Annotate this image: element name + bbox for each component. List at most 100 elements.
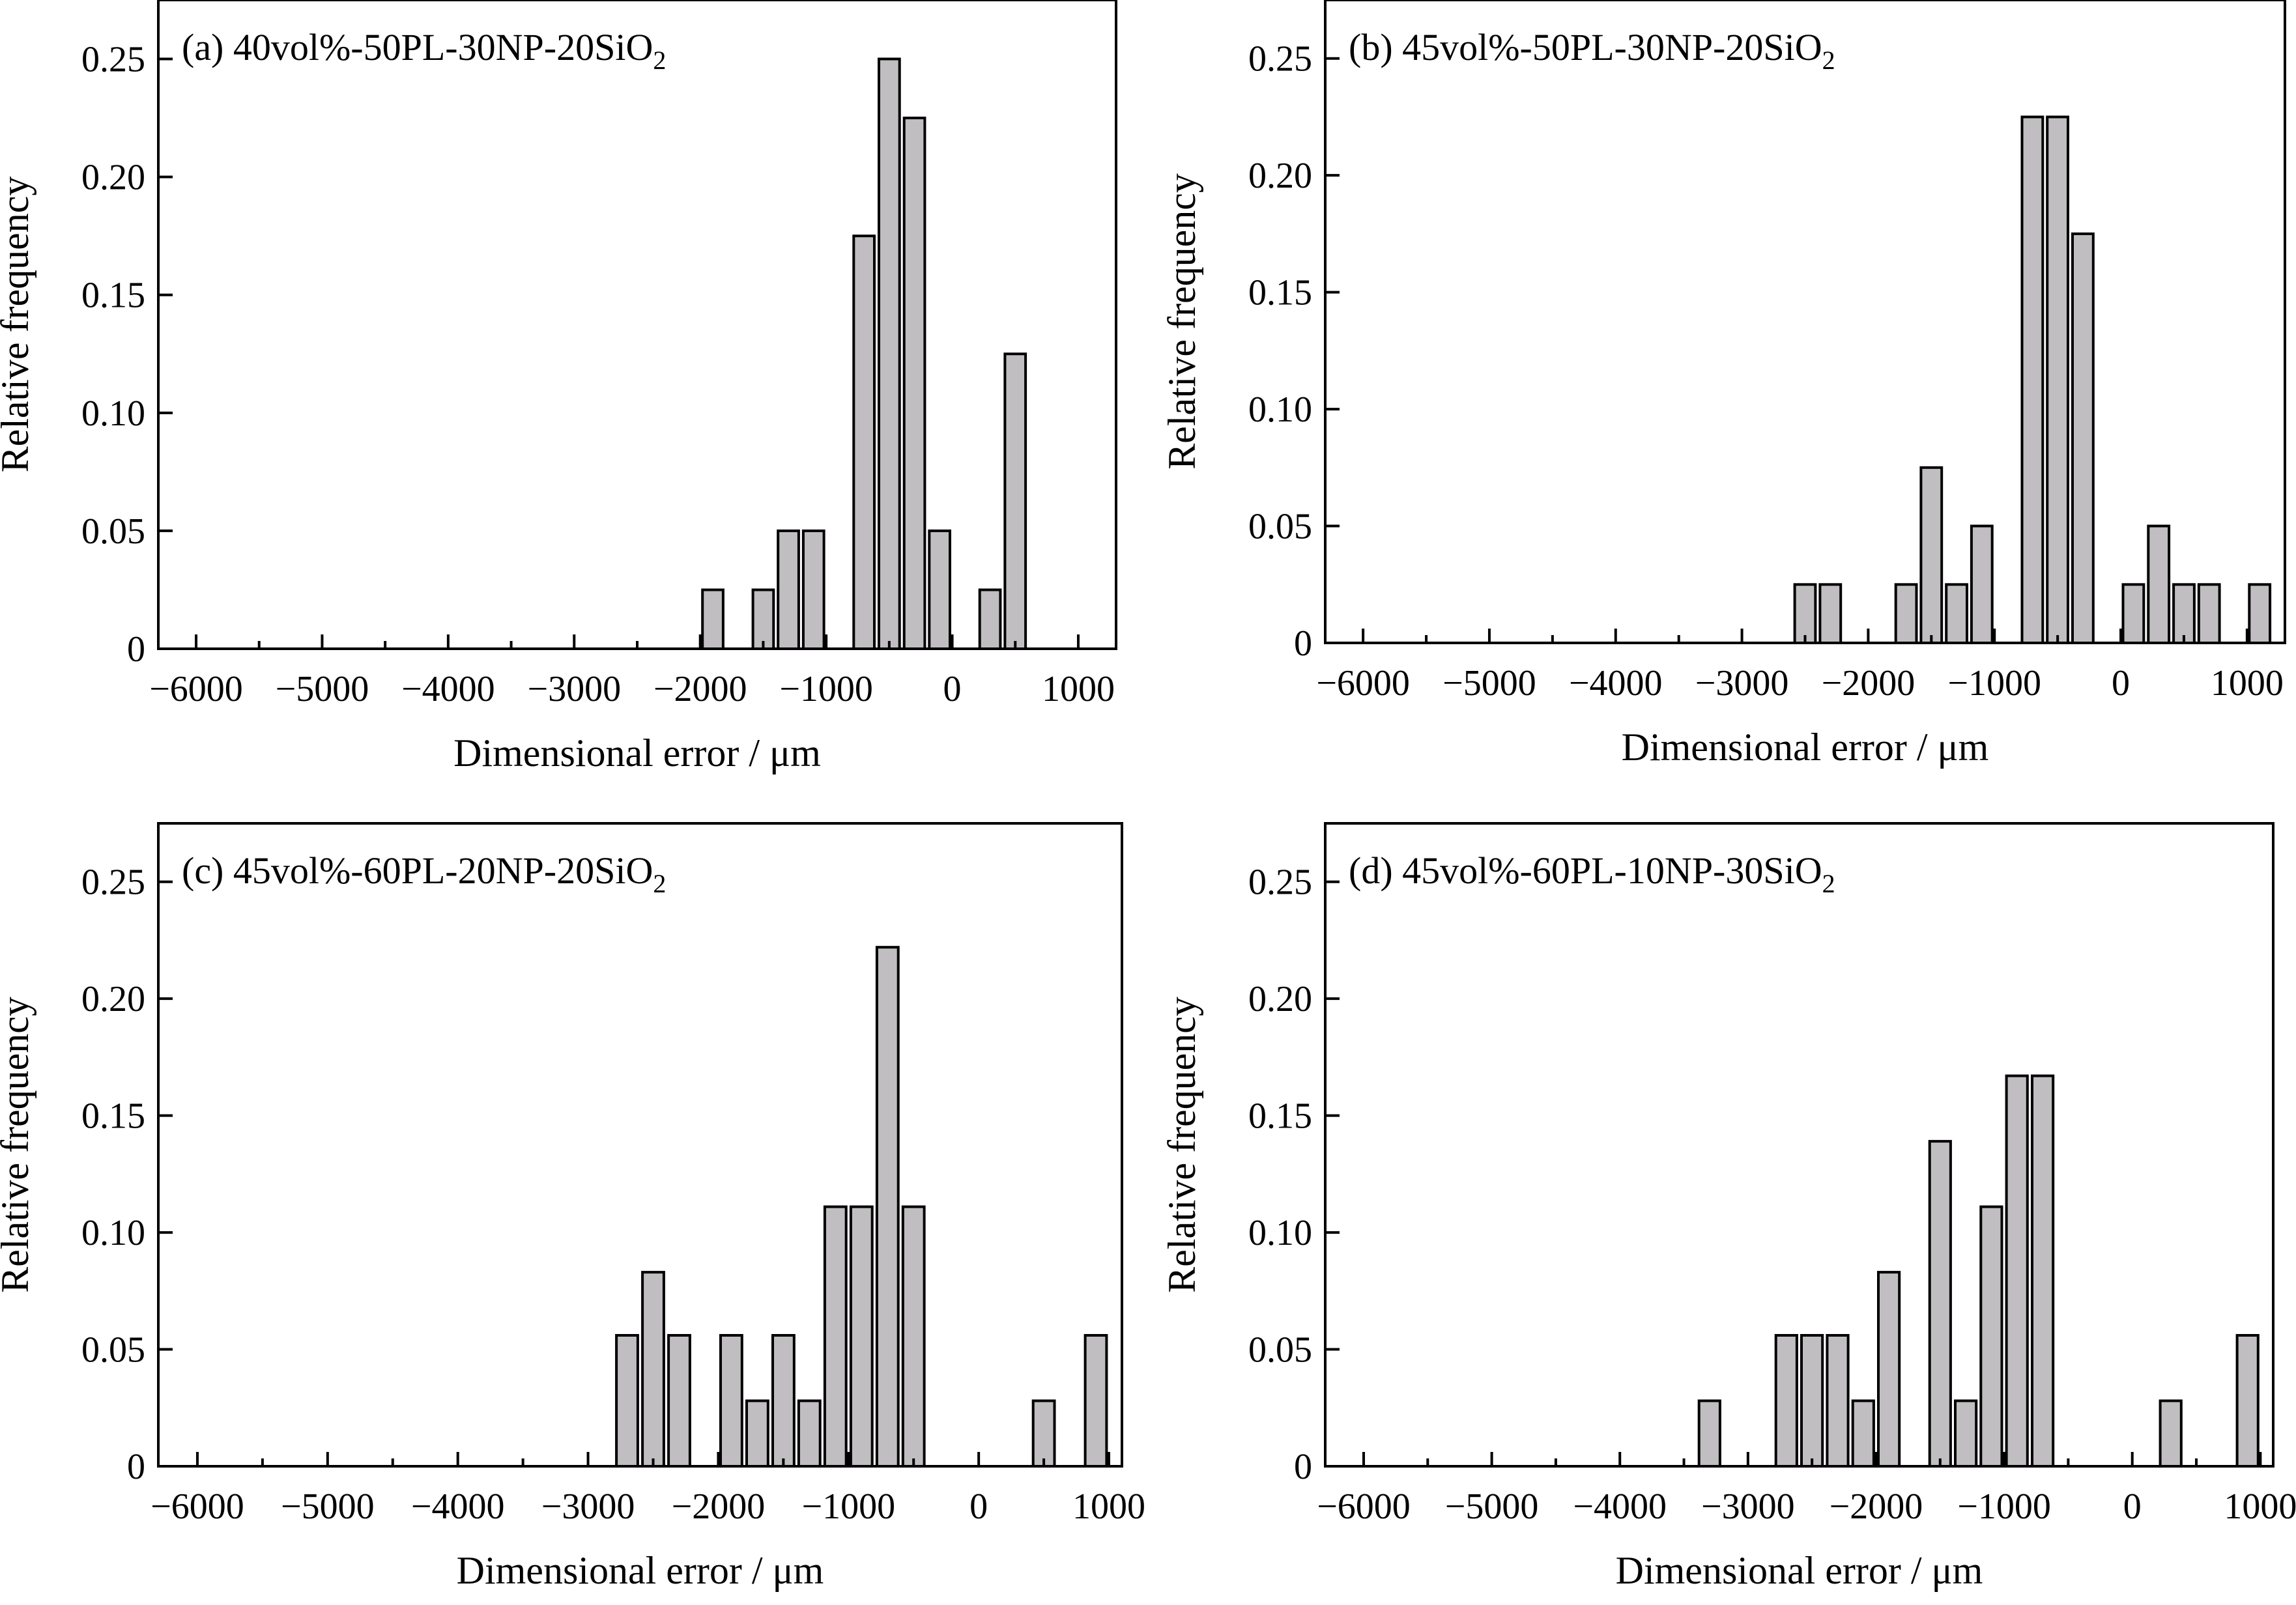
x-tick-label: −5000 bbox=[281, 1486, 375, 1527]
panel-a: 0 0.05 0.10 0.15 0.20 0.25 −6000 −5000 −4000 −300… bbox=[0, 0, 1117, 774]
x-tick-label: −5000 bbox=[1442, 663, 1536, 703]
histogram-bar bbox=[852, 234, 876, 650]
histogram-bar bbox=[1826, 1334, 1850, 1468]
x-tick-label: −6000 bbox=[1317, 1486, 1411, 1527]
x-tick-label: −3000 bbox=[527, 669, 621, 709]
x-tick-label: 0 bbox=[2123, 1486, 2142, 1527]
panel-title-main: (a) 40vol%-50PL-30NP-20SiO bbox=[182, 26, 653, 68]
panel-title: (b) 45vol%-50PL-30NP-20SiO2 bbox=[1349, 26, 1835, 75]
panel-title: (c) 45vol%-60PL-20NP-20SiO2 bbox=[182, 849, 666, 898]
x-tick-label: −2000 bbox=[1822, 663, 1916, 703]
x-tick-label: −6000 bbox=[1316, 663, 1410, 703]
y-tick-label: 0 bbox=[1294, 1447, 1312, 1487]
histogram-bar bbox=[2005, 1074, 2029, 1468]
x-axis-label: Dimensional error / μm bbox=[453, 731, 821, 774]
histogram-bar bbox=[2020, 115, 2045, 644]
histogram-bar bbox=[1979, 1205, 2003, 1468]
x-tick-label: −1000 bbox=[1947, 663, 2041, 703]
histogram-bar bbox=[1697, 1399, 1721, 1468]
histogram-bar bbox=[875, 946, 900, 1468]
x-tick-label: −4000 bbox=[401, 669, 495, 709]
histogram-bar bbox=[641, 1271, 665, 1468]
x-tick-label: −1000 bbox=[801, 1486, 895, 1527]
x-tick-label: 1000 bbox=[2211, 663, 2284, 703]
panel-title: (a) 40vol%-50PL-30NP-20SiO2 bbox=[182, 26, 666, 75]
x-tick-label: −3000 bbox=[1701, 1486, 1795, 1527]
y-tick-label: 0.05 bbox=[81, 511, 145, 552]
x-tick-label: −5000 bbox=[276, 669, 369, 709]
x-axis-label: Dimensional error / μm bbox=[1622, 726, 1989, 769]
y-tick-label: 0.25 bbox=[1248, 39, 1312, 79]
y-tick-label: 0.10 bbox=[81, 1213, 145, 1253]
histogram-bar bbox=[745, 1399, 769, 1468]
x-tick-label: −3000 bbox=[541, 1486, 635, 1527]
panel-d: 0 0.05 0.10 0.15 0.20 0.25 −6000 −5000 −4000 −300… bbox=[1160, 822, 2296, 1592]
histogram-bar bbox=[823, 1205, 848, 1468]
x-tick-label: 0 bbox=[943, 669, 962, 709]
histogram-bar bbox=[1793, 583, 1817, 644]
panel-title-main: (d) 45vol%-60PL-10NP-30SiO bbox=[1349, 849, 1822, 892]
histogram-bar bbox=[902, 117, 926, 651]
histogram-bar bbox=[2147, 524, 2171, 644]
x-tick-label: 1000 bbox=[1042, 669, 1115, 709]
histogram-bar bbox=[1774, 1334, 1798, 1468]
y-tick-label: 0.20 bbox=[81, 979, 145, 1019]
histogram-bar bbox=[771, 1334, 796, 1468]
histogram-bar bbox=[1894, 583, 1918, 644]
histogram-bar bbox=[1928, 1140, 1952, 1468]
panel-title-main: (b) 45vol%-50PL-30NP-20SiO bbox=[1349, 26, 1822, 68]
panel-title: (d) 45vol%-60PL-10NP-30SiO2 bbox=[1349, 849, 1835, 898]
histogram-bar bbox=[2046, 115, 2069, 644]
x-tick-label: −4000 bbox=[1569, 663, 1663, 703]
histogram-bar bbox=[701, 588, 725, 650]
y-tick-label: 0.05 bbox=[1248, 1330, 1312, 1371]
x-axis-label: Dimensional error / μm bbox=[457, 1549, 824, 1592]
panel-c: 0 0.05 0.10 0.15 0.20 0.25 −6000 −5000 −4000 −300… bbox=[0, 822, 1145, 1592]
x-tick-label: −6000 bbox=[149, 669, 243, 709]
y-tick-label: 0.25 bbox=[81, 862, 145, 903]
histogram-bar bbox=[1877, 1271, 1901, 1468]
y-tick-label: 0.15 bbox=[81, 1096, 145, 1137]
y-tick-label: 0.20 bbox=[1248, 979, 1312, 1019]
x-tick-label: 1000 bbox=[2224, 1486, 2296, 1527]
plot-frame bbox=[157, 0, 1117, 650]
panel-title-subscript: 2 bbox=[653, 869, 666, 898]
histogram-bar bbox=[777, 529, 800, 651]
histogram-bar bbox=[928, 529, 952, 651]
x-tick-label: 0 bbox=[2112, 663, 2130, 703]
x-tick-label: −6000 bbox=[151, 1486, 244, 1527]
y-axis-label: Relative frequency bbox=[1160, 173, 1203, 470]
histogram-bar bbox=[797, 1399, 822, 1468]
histogram-bar bbox=[2071, 232, 2095, 644]
y-axis-label: Relative frequency bbox=[1160, 997, 1203, 1293]
histogram-bar bbox=[978, 588, 1002, 650]
y-tick-label: 0.15 bbox=[1248, 273, 1312, 313]
panel-title-subscript: 2 bbox=[1822, 869, 1835, 898]
y-axis-label: Relative frequency bbox=[0, 997, 36, 1293]
plot-frame bbox=[1324, 0, 2286, 644]
x-tick-label: −4000 bbox=[411, 1486, 505, 1527]
histogram-bar bbox=[1970, 524, 1994, 644]
histogram-bar bbox=[719, 1334, 743, 1468]
x-tick-label: −1000 bbox=[779, 669, 873, 709]
plot-frame bbox=[1324, 822, 2274, 1468]
histogram-bar bbox=[2031, 1074, 2055, 1468]
histogram-bar bbox=[2121, 583, 2145, 644]
x-tick-label: −2000 bbox=[653, 669, 747, 709]
panel-title-subscript: 2 bbox=[653, 46, 666, 75]
histogram-bar bbox=[2235, 1334, 2260, 1468]
y-tick-label: 0.20 bbox=[1248, 156, 1312, 196]
x-tick-label: −2000 bbox=[672, 1486, 766, 1527]
x-tick-label: −5000 bbox=[1445, 1486, 1539, 1527]
x-tick-label: −2000 bbox=[1830, 1486, 1923, 1527]
plot-frame bbox=[157, 822, 1123, 1468]
histogram-bar bbox=[801, 529, 825, 651]
histogram-bar bbox=[615, 1334, 639, 1468]
y-tick-label: 0.15 bbox=[81, 276, 145, 316]
histogram-bar bbox=[901, 1205, 926, 1468]
panel-title-main: (c) 45vol%-60PL-20NP-20SiO bbox=[182, 849, 653, 892]
y-tick-label: 0.05 bbox=[1248, 507, 1312, 547]
x-tick-label: −4000 bbox=[1573, 1486, 1667, 1527]
y-axis-label: Relative frequency bbox=[0, 177, 36, 473]
